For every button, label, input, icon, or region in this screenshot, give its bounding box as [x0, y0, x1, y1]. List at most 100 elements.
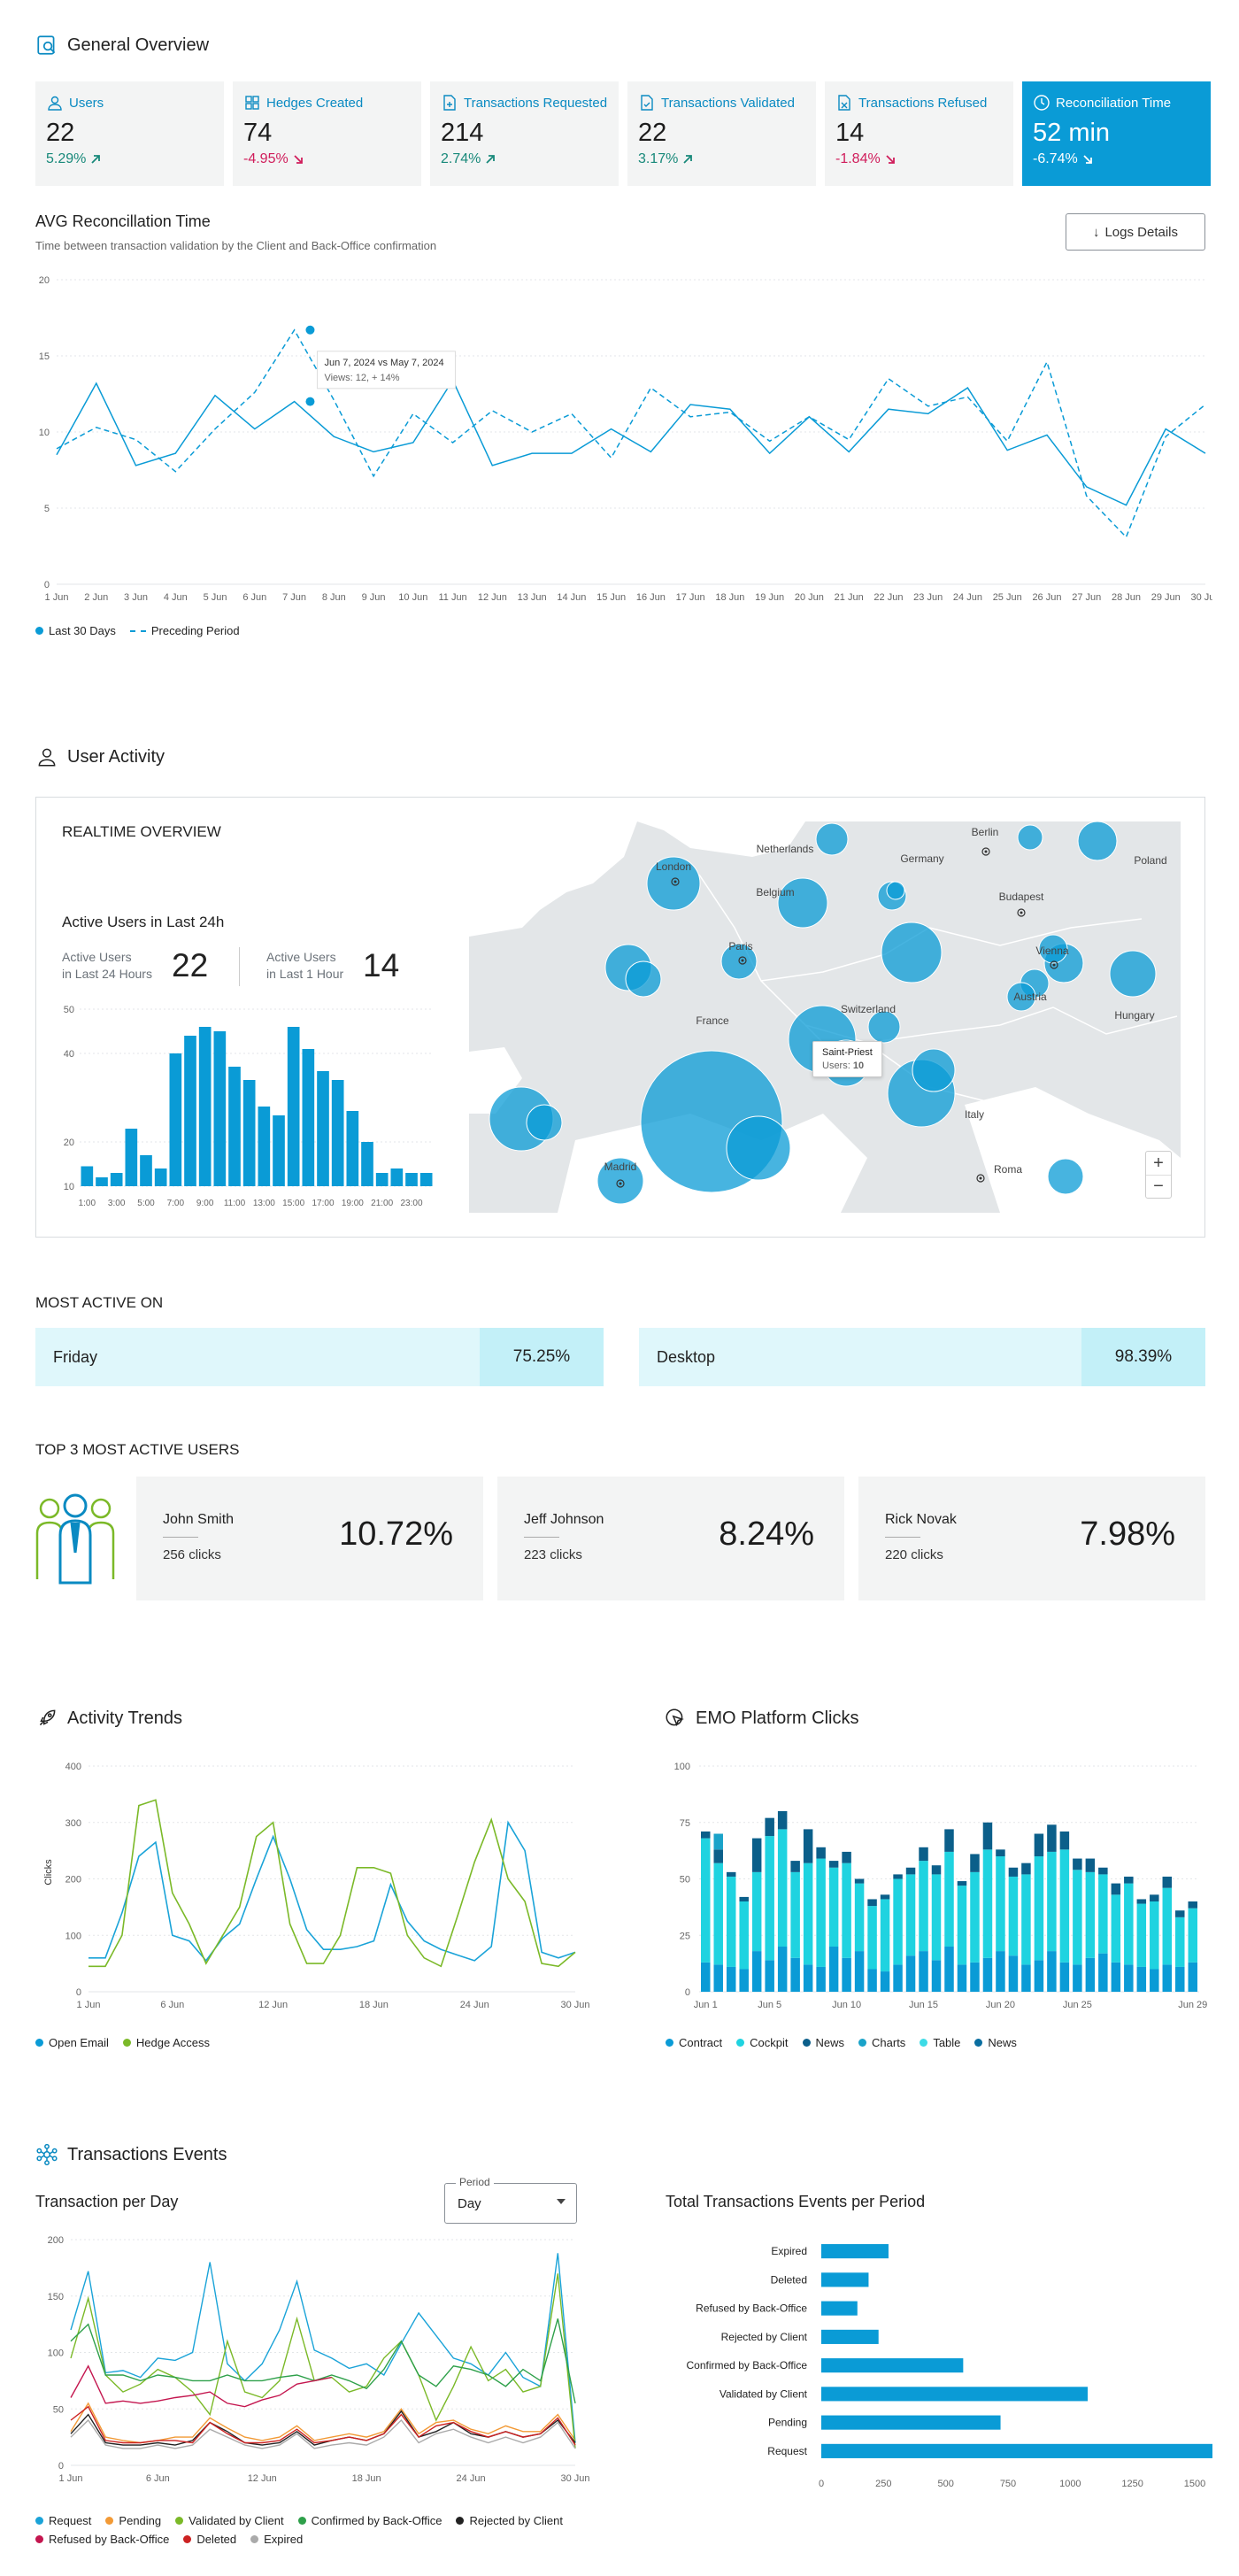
map-bubble: [912, 1048, 956, 1092]
legend-dot-icon: [456, 2517, 465, 2525]
stacked-bar-segment: [713, 1833, 723, 1850]
legend-label: Expired: [264, 2533, 304, 2546]
kpi-card[interactable]: Users 22 5.29%: [35, 81, 224, 186]
general-overview-title: General Overview: [35, 34, 209, 57]
x-tick-label: 23:00: [400, 1199, 422, 1208]
map-bubble: [881, 922, 943, 983]
map-bubble: [777, 877, 828, 929]
kpi-card[interactable]: Transactions Validated 22 3.17%: [627, 81, 816, 186]
legend-dot-icon: [736, 2039, 745, 2047]
stacked-bar-segment: [1047, 1851, 1057, 1952]
recon-chart-subtitle: Time between transaction validation by t…: [35, 239, 437, 252]
stat-24h-value: 22: [172, 947, 209, 983]
category-label: Rejected by Client: [721, 2331, 808, 2343]
y-tick-label: 0: [58, 2461, 64, 2472]
stacked-bar-segment: [957, 1886, 967, 1965]
y-tick-label: 100: [48, 2348, 64, 2359]
stacked-bar-segment: [1085, 1957, 1096, 1992]
y-tick-label: 50: [680, 1875, 690, 1886]
stacked-bar-segment: [1124, 1883, 1134, 1965]
stacked-bar-segment: [739, 1969, 749, 1992]
top-user-card[interactable]: Jeff Johnson 223 clicks 8.24%: [497, 1477, 844, 1600]
legend-item: News: [974, 2036, 1017, 2049]
x-tick-label: 1 Jun: [45, 592, 69, 603]
map-popup-users: Users: 10: [822, 1060, 873, 1071]
stacked-bar-segment: [931, 1865, 942, 1875]
stacked-bar-segment: [1098, 1953, 1108, 1992]
x-tick-label: 23 Jun: [913, 592, 943, 603]
bar: [375, 1173, 389, 1186]
city-marker-icon: [979, 1176, 982, 1180]
legend-dash-icon: [129, 629, 146, 632]
kpi-header: Transactions Refused: [835, 94, 1003, 112]
user-icon: [48, 96, 62, 111]
stacked-bar-segment: [893, 1878, 903, 1965]
top-user-pct: 7.98%: [1080, 1516, 1175, 1553]
stacked-bar-segment: [1162, 1887, 1173, 1965]
x-tick-label: 12 Jun: [258, 2000, 288, 2010]
stacked-bar-segment: [1162, 1964, 1173, 1992]
transactions-events-title: Transactions Events: [35, 2143, 227, 2166]
map-bubble: [815, 822, 849, 856]
kpi-card[interactable]: Transactions Refused 14 -1.84%: [825, 81, 1013, 186]
kpi-label: Transactions Validated: [661, 95, 795, 111]
kpi-label: Transactions Refused: [858, 95, 988, 111]
kpi-delta-value: -6.74%: [1033, 151, 1078, 166]
y-tick-label: 0: [76, 1987, 81, 1998]
logs-details-button[interactable]: ↓ Logs Details: [1066, 213, 1205, 251]
x-tick-label: Jun 5: [758, 2000, 781, 2010]
city-marker-icon: [976, 1174, 985, 1183]
general-overview-label: General Overview: [67, 35, 210, 55]
legend-dot-icon: [35, 627, 43, 635]
legend-open-email: Open Email: [35, 2036, 109, 2049]
series-line: [70, 2418, 576, 2449]
stacked-bar-segment: [919, 1951, 928, 1992]
overview-icon: [37, 35, 56, 55]
top-user-card[interactable]: Rick Novak 220 clicks 7.98%: [858, 1477, 1205, 1600]
kpi-card[interactable]: Reconciliation Time 52 min -6.74%: [1022, 81, 1211, 186]
most-active-day: Friday 75.25%: [35, 1328, 604, 1386]
legend-label: News: [988, 2036, 1017, 2049]
bar: [169, 1053, 182, 1186]
stacked-bar-segment: [1150, 1901, 1159, 1970]
legend-label: Pending: [119, 2514, 162, 2527]
europe-map[interactable]: London Netherlands Germany Berlin Poland Belg…: [469, 821, 1181, 1213]
x-tick-label: 0: [819, 2479, 824, 2489]
stacked-bar-segment: [803, 1964, 813, 1992]
stacked-bar-segment: [854, 1883, 865, 1952]
kpi-delta-value: 3.17%: [638, 151, 679, 166]
kpi-card[interactable]: Transactions Requested 214 2.74%: [430, 81, 619, 186]
x-tick-label: 28 Jun: [1112, 592, 1141, 603]
legend-item: Charts: [858, 2036, 905, 2049]
map-bubble: [867, 1010, 901, 1044]
legend-label: Rejected by Client: [469, 2514, 563, 2527]
city-marker-icon: [616, 1179, 625, 1188]
x-tick-label: Jun 10: [832, 2000, 861, 2010]
kpi-card[interactable]: Hedges Created 74 -4.95%: [233, 81, 421, 186]
legend-dot-icon: [666, 2039, 673, 2047]
zoom-out-button[interactable]: −: [1146, 1175, 1171, 1198]
stacked-bar-segment: [1175, 1917, 1185, 1967]
period-select-label: Period: [456, 2176, 494, 2188]
zoom-in-button[interactable]: +: [1153, 1153, 1164, 1173]
stacked-bar-segment: [701, 1962, 711, 1992]
legend-item: News: [802, 2036, 844, 2049]
transactions-events-label: Transactions Events: [67, 2144, 227, 2164]
stacked-bar-segment: [957, 1881, 967, 1886]
bar: [821, 2301, 858, 2316]
x-tick-label: 250: [875, 2479, 891, 2489]
period-select[interactable]: Period Day: [444, 2176, 577, 2224]
legend-item: Pending: [105, 2514, 161, 2527]
top-user-card[interactable]: John Smith 256 clicks 10.72%: [136, 1477, 483, 1600]
map-sea: [469, 1047, 522, 1114]
stacked-bar-segment: [1021, 1964, 1031, 1992]
series-line: [70, 2364, 332, 2408]
legend-label: Preceding Period: [150, 624, 240, 637]
map-label: Netherlands: [757, 843, 814, 855]
map-bubble: [625, 960, 662, 998]
y-tick-label: 150: [48, 2292, 64, 2302]
stacked-bar-segment: [751, 1951, 762, 1992]
divider: [524, 1537, 559, 1538]
kpi-label: Hedges Created: [266, 95, 364, 111]
kpi-delta: 5.29%: [46, 151, 213, 167]
